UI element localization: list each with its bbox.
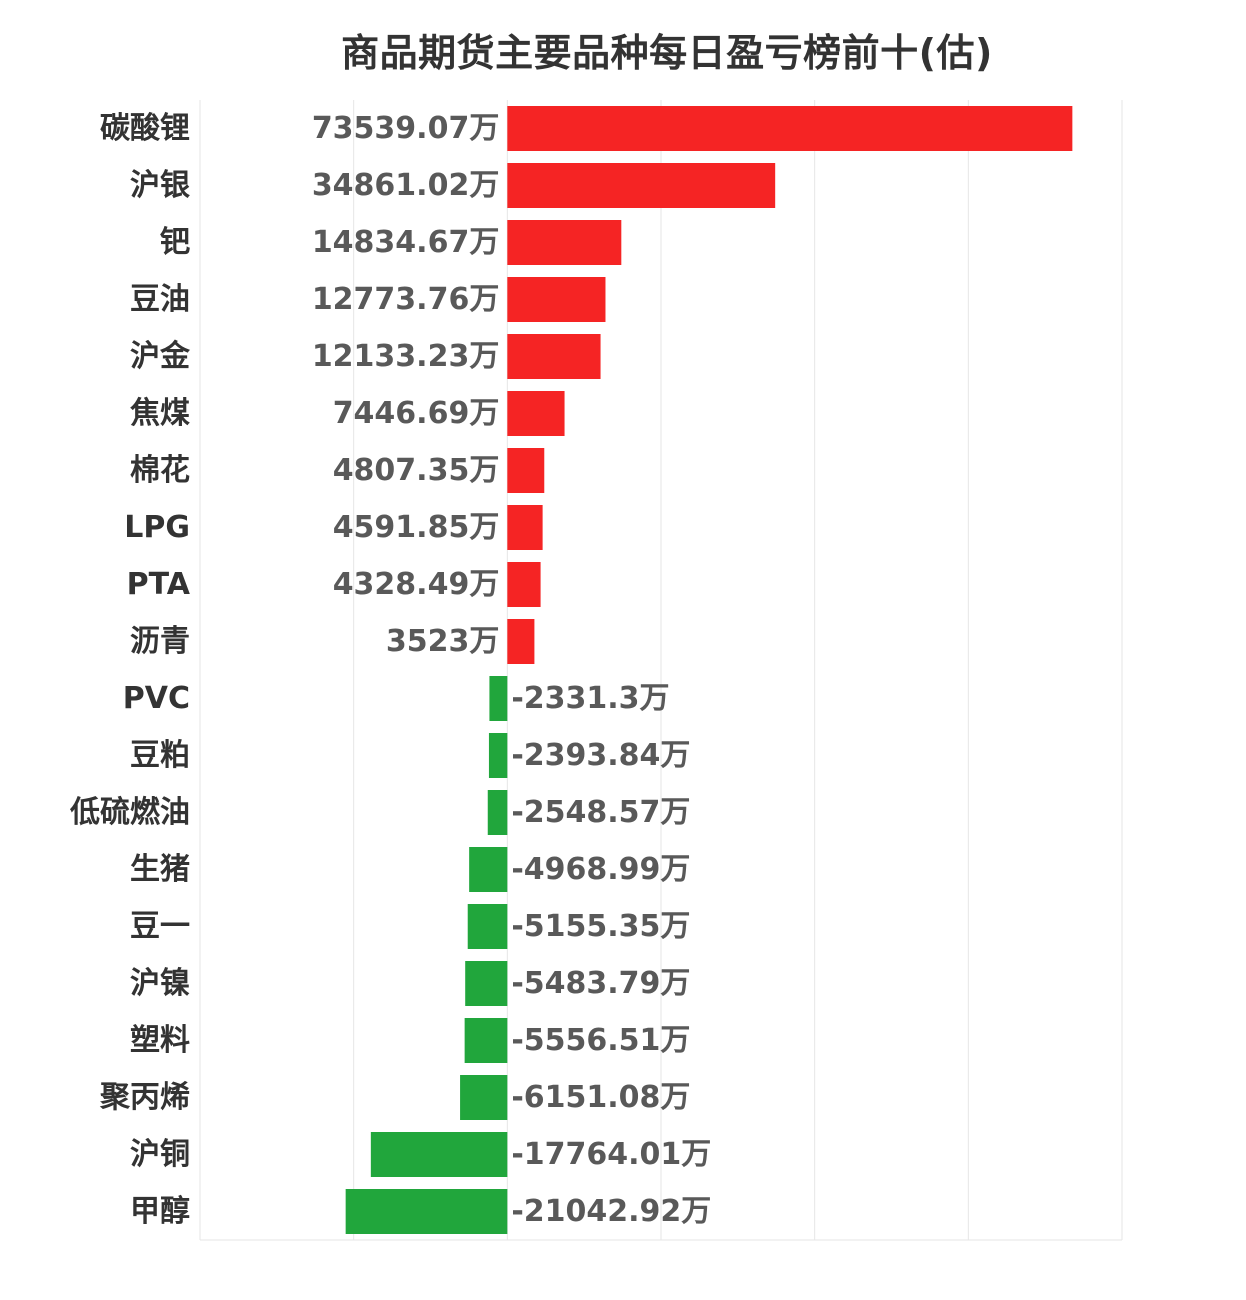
- bar: [507, 106, 1073, 151]
- bar: [465, 961, 508, 1006]
- value-label: 4807.35万: [333, 453, 500, 488]
- category-label: 碳酸锂: [100, 111, 190, 146]
- value-label: -2331.3万: [511, 681, 669, 716]
- value-label: -4968.99万: [511, 852, 690, 887]
- bar: [507, 391, 565, 436]
- category-label: 甲醇: [130, 1194, 190, 1229]
- bar: [507, 562, 541, 607]
- chart-title: 商品期货主要品种每日盈亏榜前十(估): [341, 31, 993, 75]
- category-label: 棉花: [130, 453, 190, 488]
- value-label: 7446.69万: [333, 396, 500, 431]
- grid-lines: [199, 100, 1123, 1241]
- bar: [469, 847, 508, 892]
- category-label: 生猪: [130, 852, 190, 887]
- category-label: PVC: [123, 681, 190, 716]
- category-label: LPG: [124, 510, 190, 545]
- bar: [507, 334, 601, 379]
- bar: [507, 619, 535, 664]
- value-label: -17764.01万: [511, 1137, 711, 1172]
- category-label: 焦煤: [130, 396, 190, 431]
- category-label: 沥青: [130, 624, 190, 659]
- bar: [345, 1189, 508, 1234]
- category-label: 钯: [160, 225, 190, 260]
- value-label: 34861.02万: [312, 168, 500, 203]
- category-label: 聚丙烯: [99, 1080, 190, 1115]
- value-label: -5155.35万: [511, 909, 690, 944]
- category-label: 豆一: [130, 909, 190, 944]
- bar: [487, 790, 508, 835]
- value-label: 73539.07万: [312, 111, 500, 146]
- value-label: 3523万: [386, 624, 500, 659]
- bar: [460, 1075, 508, 1120]
- value-label: -21042.92万: [511, 1194, 711, 1229]
- category-label: 塑料: [130, 1023, 190, 1058]
- value-label: 12773.76万: [312, 282, 500, 317]
- category-label: 沪银: [130, 168, 190, 203]
- value-label: -5483.79万: [511, 966, 690, 1001]
- category-label: 沪金: [130, 339, 191, 374]
- bar: [370, 1132, 508, 1177]
- bar: [488, 733, 508, 778]
- bar: [507, 448, 545, 493]
- value-label: 14834.67万: [312, 225, 500, 260]
- value-labels: 73539.07万 34861.02万 14834.67万 12773.76万 1213…: [312, 111, 711, 1229]
- bar: [507, 163, 776, 208]
- bar: [464, 1018, 508, 1063]
- bar: [507, 277, 606, 322]
- category-label: 沪镍: [130, 966, 190, 1001]
- category-label: 豆粕: [130, 738, 190, 773]
- bar: [507, 505, 543, 550]
- value-label: -2393.84万: [511, 738, 690, 773]
- category-label: 沪铜: [130, 1137, 190, 1172]
- category-label: 豆油: [130, 282, 190, 317]
- bar: [507, 220, 622, 265]
- value-label: -6151.08万: [511, 1080, 690, 1115]
- bar: [489, 676, 508, 721]
- value-label: -2548.57万: [511, 795, 690, 830]
- value-label: 12133.23万: [312, 339, 500, 374]
- category-label: 低硫燃油: [69, 795, 190, 830]
- category-label: PTA: [127, 567, 191, 602]
- value-label: 4591.85万: [333, 510, 500, 545]
- value-label: 4328.49万: [333, 567, 500, 602]
- value-label: -5556.51万: [511, 1023, 690, 1058]
- bars: [345, 106, 1073, 1234]
- bar: [467, 904, 508, 949]
